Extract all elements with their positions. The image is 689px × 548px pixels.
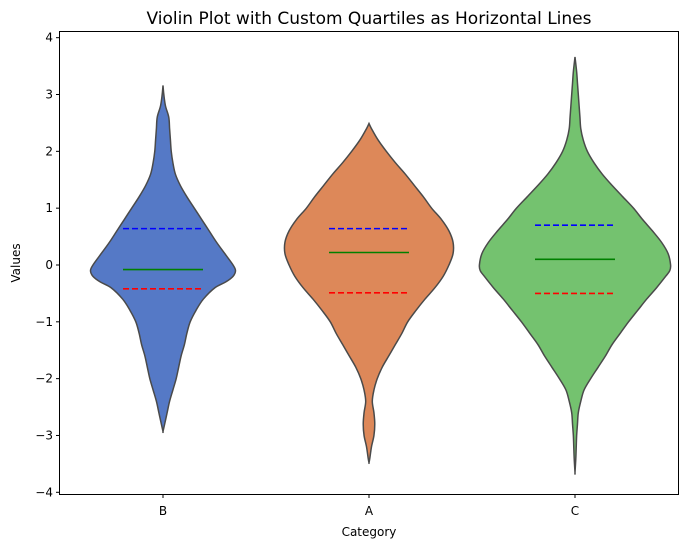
y-axis-ticks: 4 3 2 1 0 −1 −2 −3 −4 (35, 31, 60, 499)
y-tick-label: −1 (35, 315, 53, 329)
y-tick-label: 2 (45, 144, 53, 158)
x-axis-label: Category (342, 525, 397, 539)
y-tick-label: 4 (45, 31, 53, 45)
y-tick-label: 0 (45, 258, 53, 272)
x-tick-label-B: B (159, 504, 167, 518)
y-axis-label: Values (9, 243, 23, 282)
violin-C (478, 56, 672, 475)
y-tick-label: −3 (35, 428, 53, 442)
x-tick-label-A: A (365, 504, 374, 518)
y-tick-label: 3 (45, 88, 53, 102)
x-tick-label-C: C (571, 504, 579, 518)
chart-title: Violin Plot with Custom Quartiles as Hor… (146, 9, 591, 29)
quartile-lines-group (123, 224, 615, 295)
y-tick-label: −2 (35, 372, 53, 386)
violin-B (89, 85, 237, 434)
y-tick-label: −4 (35, 485, 53, 499)
y-tick-label: 1 (45, 201, 53, 215)
